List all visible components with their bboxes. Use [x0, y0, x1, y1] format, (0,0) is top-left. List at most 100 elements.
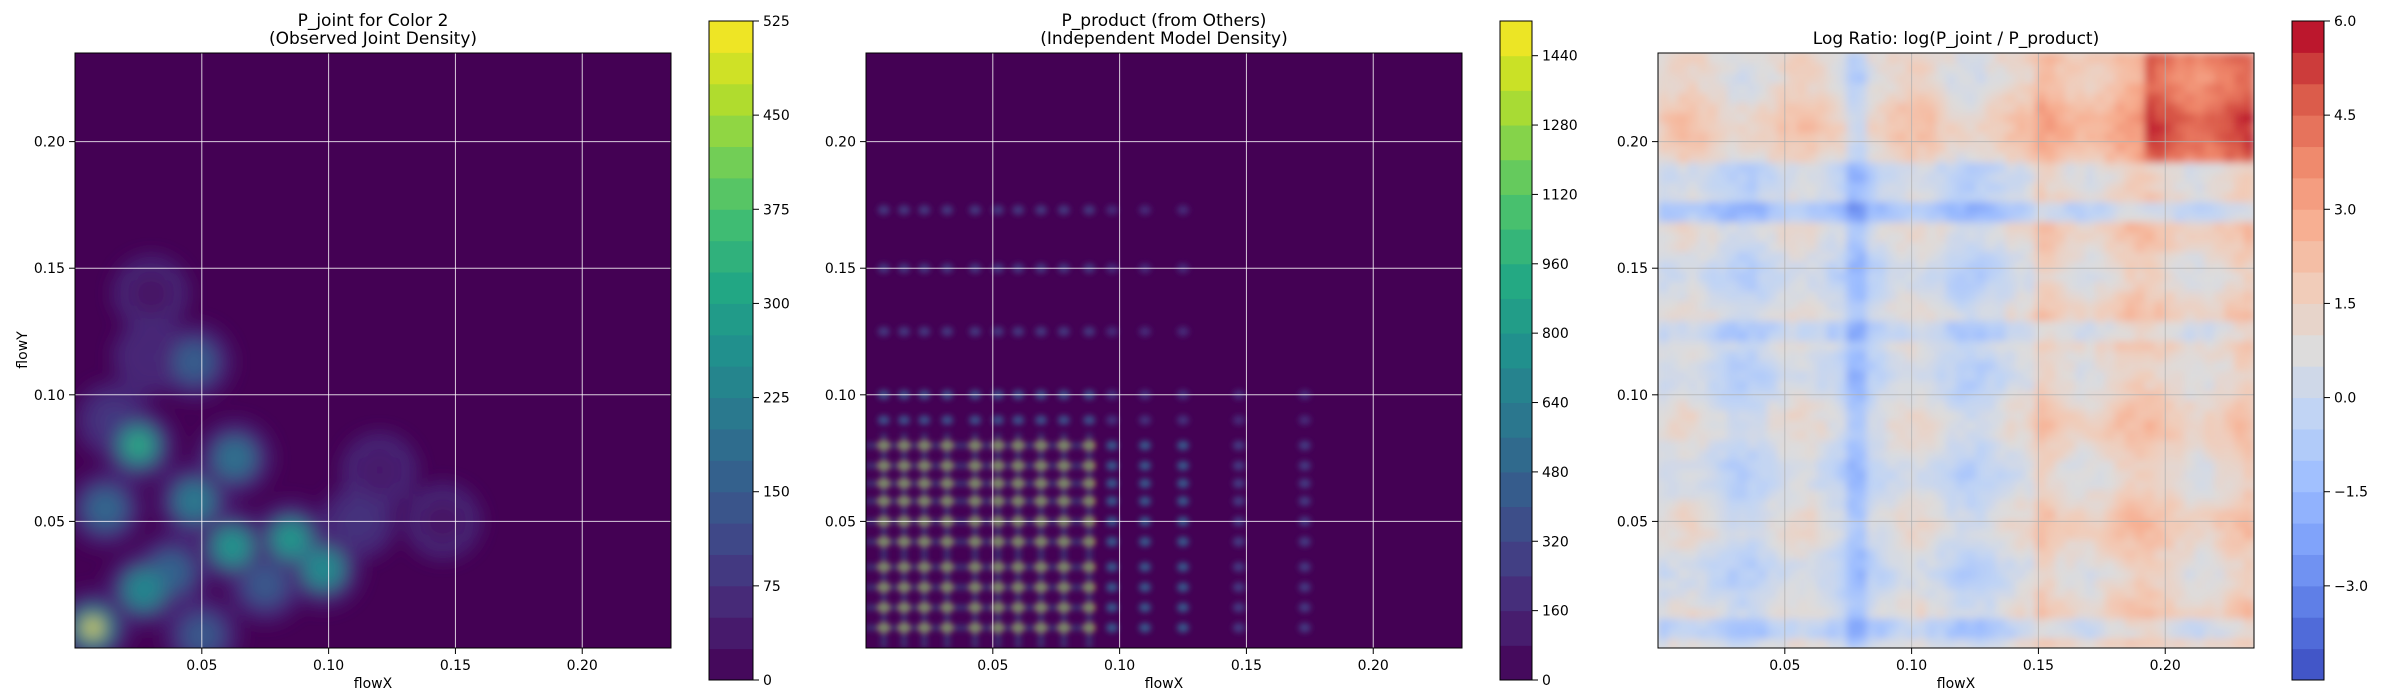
ratio-cell	[1886, 628, 1897, 639]
ratio-cell	[2124, 380, 2136, 391]
ratio-cell	[2105, 261, 2116, 272]
ratio-cell	[2174, 519, 2186, 530]
ratio-cell	[2085, 291, 2096, 302]
ratio-cell	[1836, 568, 1848, 580]
ratio-cell	[1826, 122, 1838, 133]
ratio-cell	[2204, 350, 2215, 362]
ratio-cell	[1777, 568, 1788, 580]
ratio-cell	[2174, 92, 2186, 104]
ratio-cell	[2035, 291, 2046, 302]
ratio-cell	[2045, 112, 2056, 124]
ratio-cell	[2134, 211, 2146, 223]
ratio-cell	[2134, 618, 2146, 629]
ratio-cell	[1856, 53, 1868, 64]
product-peak	[1232, 478, 1245, 489]
ratio-cell	[2174, 320, 2186, 332]
ratio-cell	[1767, 638, 1778, 648]
ratio-cell	[2055, 529, 2066, 540]
ratio-cell	[1757, 281, 1768, 292]
ratio-cell	[1797, 538, 1808, 550]
ratio-cell	[1916, 72, 1927, 84]
ratio-cell	[1975, 350, 1987, 362]
ratio-cell	[1727, 340, 1739, 352]
ratio-cell	[1836, 142, 1848, 153]
ratio-cell	[2055, 231, 2066, 243]
ratio-cell	[2174, 261, 2186, 272]
panel1-frame	[74, 52, 672, 649]
ratio-cell	[1995, 638, 2007, 648]
ratio-cell	[1807, 419, 1818, 431]
ratio-cell	[1747, 142, 1758, 153]
ratio-cell	[2055, 410, 2066, 421]
ratio-cell	[1787, 291, 1798, 302]
y-tick-label: 0.20	[1617, 135, 1648, 151]
ratio-cell	[2025, 142, 2037, 153]
ratio-cell	[2204, 638, 2215, 648]
ratio-cell	[1727, 191, 1739, 203]
ratio-cell	[2234, 370, 2245, 381]
ratio-cell	[1707, 529, 1719, 540]
ratio-cell	[2154, 628, 2166, 639]
ratio-cell	[2174, 112, 2186, 124]
ratio-cell	[1886, 251, 1897, 262]
ratio-cell	[2144, 419, 2156, 431]
ratio-cell	[2184, 370, 2195, 381]
ratio-cell	[1727, 638, 1739, 648]
ratio-cell	[2234, 489, 2245, 500]
ratio-cell	[1777, 291, 1788, 302]
ratio-cell	[2075, 628, 2086, 639]
ratio-cell	[1886, 122, 1897, 133]
colorbar-band	[709, 460, 753, 493]
ratio-cell	[2194, 509, 2205, 520]
ratio-cell	[1916, 92, 1927, 104]
ratio-cell	[1846, 181, 1858, 193]
y-tick-label: 0.05	[34, 514, 65, 530]
ratio-cell	[1737, 211, 1748, 223]
ratio-cell	[1866, 300, 1878, 312]
ratio-cell	[2085, 370, 2096, 381]
product-peak	[941, 204, 954, 215]
ratio-cell	[1667, 400, 1679, 411]
ratio-cell	[1826, 489, 1838, 500]
ratio-cell	[2244, 112, 2254, 124]
ratio-cell	[2065, 152, 2076, 163]
panel2-x-ticks: 0.05 0.10 0.15 0.20	[977, 648, 1389, 674]
ratio-cell	[1787, 439, 1798, 451]
ratio-cell	[1995, 211, 2007, 223]
ratio-cell	[1886, 72, 1897, 84]
ratio-cell	[1846, 261, 1858, 272]
ratio-cell	[2114, 469, 2126, 481]
ratio-cell	[1787, 211, 1798, 223]
ratio-cell	[2055, 221, 2066, 233]
ratio-cell	[2015, 112, 2027, 124]
ratio-cell	[2204, 489, 2215, 500]
ratio-cell	[1687, 529, 1699, 540]
ratio-cell	[1677, 82, 1689, 94]
ratio-cell	[1916, 588, 1927, 600]
ratio-cell	[2105, 638, 2116, 648]
ratio-cell	[1687, 162, 1699, 173]
ratio-cell	[1896, 82, 1907, 94]
product-peak	[969, 204, 982, 215]
ratio-cell	[1807, 360, 1818, 371]
ratio-cell	[2025, 112, 2037, 124]
ratio-cell	[2035, 191, 2046, 203]
ratio-cell	[1707, 142, 1719, 153]
ratio-cell	[2124, 439, 2136, 451]
ratio-cell	[1995, 519, 2007, 530]
ratio-cell	[1936, 400, 1947, 411]
panel3-grid	[1658, 53, 2254, 648]
ratio-cell	[2025, 271, 2037, 282]
ratio-cell	[2134, 231, 2146, 243]
product-streak-v	[1015, 432, 1022, 648]
ratio-cell	[1658, 459, 1669, 471]
ratio-cell	[2194, 538, 2205, 550]
ratio-cell	[2035, 400, 2046, 411]
ratio-cell	[1807, 558, 1818, 570]
ratio-cell	[1985, 132, 1997, 143]
ratio-cell	[1727, 122, 1739, 133]
ratio-cell	[1836, 608, 1848, 619]
ratio-cell	[2045, 459, 2056, 471]
ratio-cell	[2065, 251, 2076, 262]
